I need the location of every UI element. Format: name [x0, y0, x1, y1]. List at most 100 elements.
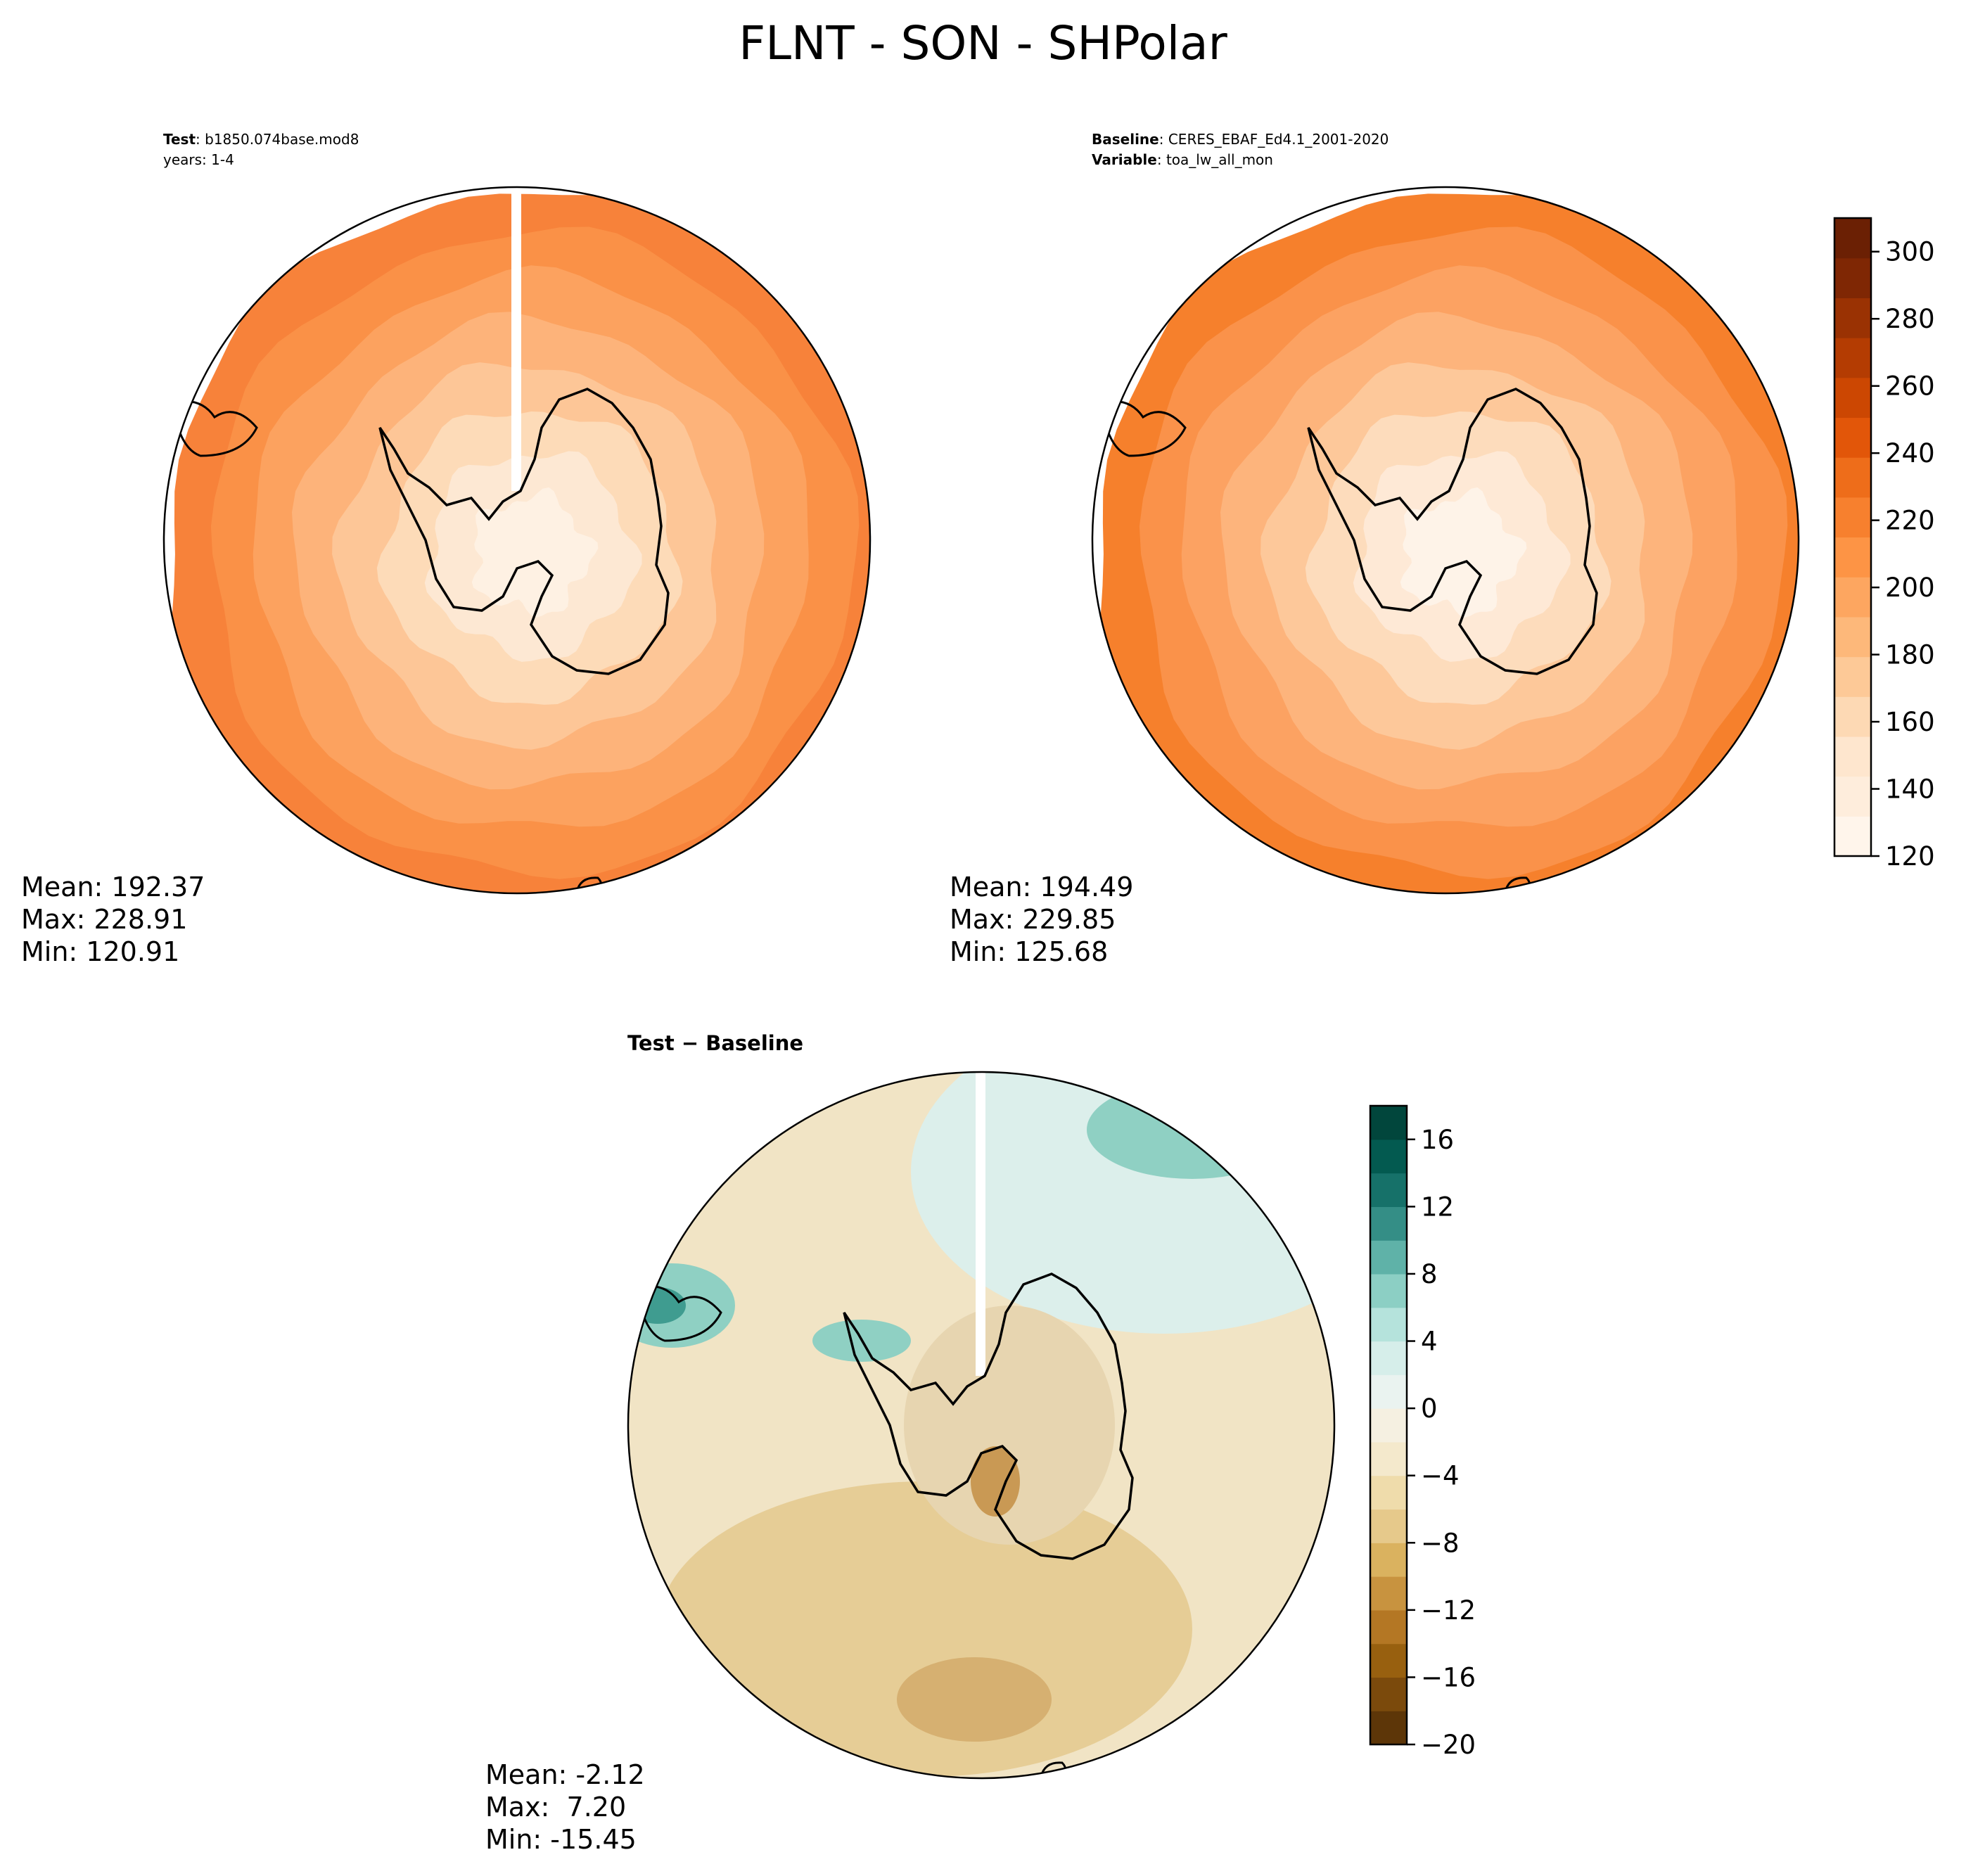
diff-colorbar-segment — [1370, 1173, 1407, 1207]
test-label: Test — [163, 131, 196, 148]
main-colorbar-segment — [1834, 338, 1871, 378]
diff-colorbar-segment — [1370, 1240, 1407, 1275]
test-south-america-coast — [171, 400, 258, 457]
main-colorbar-segment — [1834, 776, 1871, 817]
diff-colorbar-segment — [1370, 1475, 1407, 1510]
diff-positive-band — [1087, 1080, 1298, 1179]
diff-colorbar-segment — [1370, 1206, 1407, 1241]
diff-colorbar-tick-label: −12 — [1421, 1595, 1476, 1626]
baseline-contour-band — [1400, 487, 1527, 618]
diff-map-boundary — [627, 1071, 1336, 1780]
diff-negative-band — [658, 1481, 1192, 1777]
diff-antarctic-region — [904, 1306, 1115, 1545]
main-colorbar-tick-label: 180 — [1885, 640, 1935, 670]
diff-negative-band — [971, 1446, 1020, 1517]
diff-colorbar-tick-label: −16 — [1421, 1662, 1476, 1692]
diff-colorbar-segment — [1370, 1139, 1407, 1174]
main-colorbar-segment — [1834, 736, 1871, 777]
baseline-min: Min: 125.68 — [950, 936, 1109, 967]
test-missing-data-strip — [511, 187, 521, 491]
main-colorbar-frame — [1833, 217, 1872, 857]
test-stats: Mean: 192.37 Max: 228.91 Min: 120.91 — [21, 871, 205, 968]
diff-colorbar-segment — [1370, 1576, 1407, 1611]
diff-south-america-coast — [635, 1285, 722, 1342]
diff-min: Min: -15.45 — [485, 1824, 637, 1855]
baseline-mean: Mean: 194.49 — [950, 872, 1134, 902]
figure-title: FLNT - SON - SHPolar — [739, 16, 1227, 70]
main-colorbar-tick-label: 120 — [1885, 841, 1935, 872]
test-case: b1850.074base.mod8 — [205, 131, 359, 148]
diff-mean: Mean: -2.12 — [485, 1759, 645, 1790]
diff-map — [628, 1072, 1334, 1778]
diff-colorbar-tick-label: −8 — [1421, 1528, 1460, 1558]
main-colorbar-segment — [1834, 616, 1871, 658]
diff-colorbar-segment — [1370, 1711, 1407, 1745]
baseline-panel-meta: Baseline: CERES_EBAF_Ed4.1_2001-2020 Var… — [1092, 131, 1389, 168]
test-map-boundary — [162, 186, 872, 895]
diff-missing-data-strip — [976, 1072, 985, 1376]
diff-colorbar-tick-label: −4 — [1421, 1461, 1460, 1491]
baseline-max: Max: 229.85 — [950, 904, 1116, 935]
diff-colorbar-tick-label: 16 — [1421, 1125, 1454, 1155]
test-panel-meta: Test: b1850.074base.mod8 years: 1-4 — [163, 129, 359, 170]
test-map — [171, 187, 870, 893]
diff-colorbar-segment — [1370, 1543, 1407, 1577]
diff-colorbar-tick-label: 12 — [1421, 1192, 1454, 1222]
baseline-map — [1099, 193, 1799, 893]
main-colorbar-tick-label: 260 — [1885, 371, 1935, 402]
test-contour-band — [471, 487, 599, 618]
main-colorbar-segment — [1834, 218, 1871, 259]
diff-colorbar-segment — [1370, 1643, 1407, 1678]
diff-colorbar-tick-label: 4 — [1421, 1327, 1438, 1357]
variable-label: Variable — [1092, 151, 1157, 168]
baseline-variable: toa_lw_all_mon — [1166, 151, 1273, 168]
main-colorbar-tick-label: 280 — [1885, 304, 1935, 334]
diff-colorbar-frame — [1369, 1104, 1408, 1746]
diff-colorbar-segment — [1370, 1441, 1407, 1476]
diff-colorbar-segment — [1370, 1677, 1407, 1711]
diff-colorbar-segment — [1370, 1609, 1407, 1645]
test-mean: Mean: 192.37 — [21, 872, 205, 902]
main-colorbar-tick-label: 200 — [1885, 573, 1935, 603]
diff-colorbar-tick-label: −20 — [1421, 1730, 1476, 1760]
diff-strong-positive-band — [630, 1287, 686, 1324]
diff-colorbar-segment — [1370, 1509, 1407, 1543]
main-colorbar-segment — [1834, 457, 1871, 498]
diff-colorbar-segment — [1370, 1374, 1407, 1409]
baseline-south-america-coast — [1099, 400, 1187, 457]
main-colorbar-segment — [1834, 577, 1871, 618]
diff-max: Max: 7.20 — [485, 1792, 627, 1823]
diff-colorbar-tick-label: 8 — [1421, 1259, 1438, 1289]
diff-negative-band — [897, 1657, 1052, 1742]
main-colorbar-segment — [1834, 417, 1871, 458]
diff-colorbar-segment — [1370, 1341, 1407, 1375]
diff-colorbar-segment — [1370, 1106, 1407, 1140]
main-colorbar-segment — [1834, 377, 1871, 419]
main-colorbar-segment — [1834, 816, 1871, 857]
test-max: Max: 228.91 — [21, 904, 188, 935]
main-colorbar-tick-label: 240 — [1885, 438, 1935, 468]
main-colorbar-tick-label: 300 — [1885, 237, 1935, 267]
main-colorbar-segment — [1834, 656, 1871, 697]
main-colorbar-segment — [1834, 298, 1871, 338]
main-colorbar-segment — [1834, 537, 1871, 578]
diff-panel-title: Test − Baseline — [627, 1031, 804, 1055]
main-colorbar-tick-label: 220 — [1885, 506, 1935, 536]
diff-colorbar-segment — [1370, 1273, 1407, 1308]
main-colorbar-tick-label: 140 — [1885, 774, 1935, 805]
baseline-map-boundary — [1091, 186, 1800, 895]
test-years: years: 1-4 — [163, 151, 234, 168]
baseline-case: CERES_EBAF_Ed4.1_2001-2020 — [1168, 131, 1389, 148]
diff-stats: Mean: -2.12 Max: 7.20 Min: -15.45 — [485, 1759, 645, 1856]
main-colorbar-segment — [1834, 497, 1871, 538]
main-colorbar-segment — [1834, 257, 1871, 298]
diff-colorbar-segment — [1370, 1408, 1407, 1443]
test-min: Min: 120.91 — [21, 936, 180, 967]
diff-colorbar-segment — [1370, 1307, 1407, 1342]
main-colorbar-tick-label: 160 — [1885, 707, 1935, 737]
baseline-label: Baseline — [1092, 131, 1159, 148]
diff-colorbar-tick-label: 0 — [1421, 1393, 1438, 1424]
main-colorbar-segment — [1834, 696, 1871, 737]
baseline-stats: Mean: 194.49 Max: 229.85 Min: 125.68 — [950, 871, 1133, 968]
